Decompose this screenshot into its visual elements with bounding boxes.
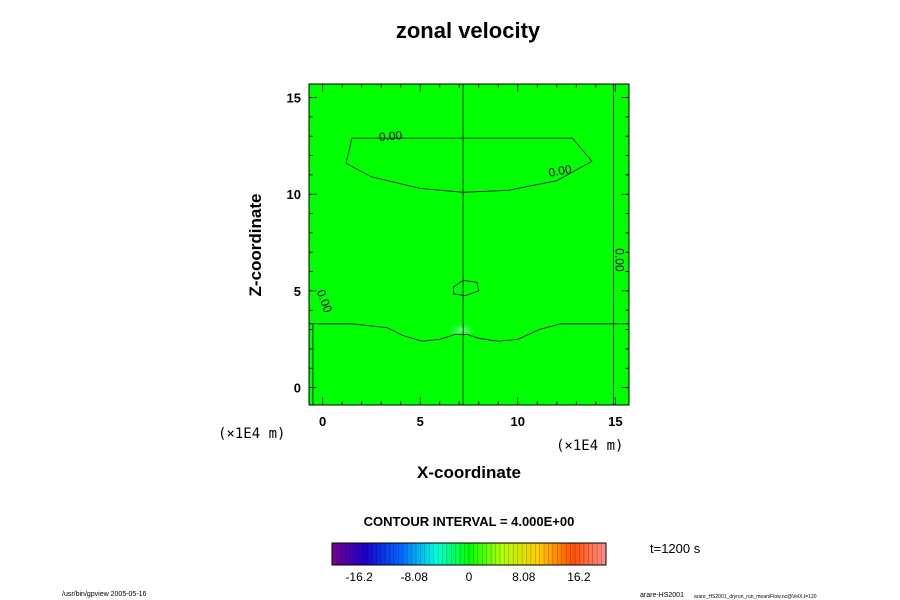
colorbar-label-layer: -16.2 -8.08 0 8.08 16.2 [345,570,590,584]
plot-frame [308,83,630,406]
colorbar-tick-label: -8.08 [401,570,429,584]
time-label: t=1200 s [650,541,701,556]
contour-low-layer [309,323,629,342]
footer-left: /usr/bin/gpview 2005-05-16 [62,591,147,598]
colorbar-tick-label: -16.2 [345,570,373,584]
colorbar-tick-label: 16.2 [567,570,591,584]
x-tick-label: 10 [511,414,525,429]
x-axis-unit-secondary: (×1E4 m) [556,438,623,454]
contour-interval-text: CONTOUR INTERVAL = 4.000E+00 [364,514,575,529]
tick-label-layer: 0 5 10 15 0 5 10 15 [287,91,623,429]
y-tick-label: 5 [294,284,301,299]
x-tick-label: 5 [417,414,424,429]
x-axis-label: X-coordinate [417,463,521,482]
y-axis-label: Z-coordinate [246,194,265,297]
contour-label: 0.00 [612,248,626,272]
colorbar-tick-label: 0 [466,570,473,584]
y-tick-label: 0 [294,381,301,396]
contour-label: 0.00 [378,128,403,144]
y-tick-label: 10 [287,187,301,202]
contour-layer [309,84,629,405]
contour-label: 0.00 [547,162,573,180]
footer-right-small: arare_HS2001_dryrun_run_mean/Flow.nc@Vel… [694,594,817,600]
plot-field [309,84,629,405]
colorbar-tick-label: 8.08 [512,570,536,584]
x-tick-label: 15 [608,414,622,429]
anomaly-blob [446,322,478,338]
chart-title: zonal velocity [396,18,541,43]
tick-layer [309,84,629,405]
x-tick-label: 0 [319,414,326,429]
colorbar-stripes [336,543,602,565]
y-tick-label: 15 [287,91,301,106]
x-axis-unit: (×1E4 m) [218,426,285,442]
footer-right-main: arare-HS2001 [640,592,684,599]
